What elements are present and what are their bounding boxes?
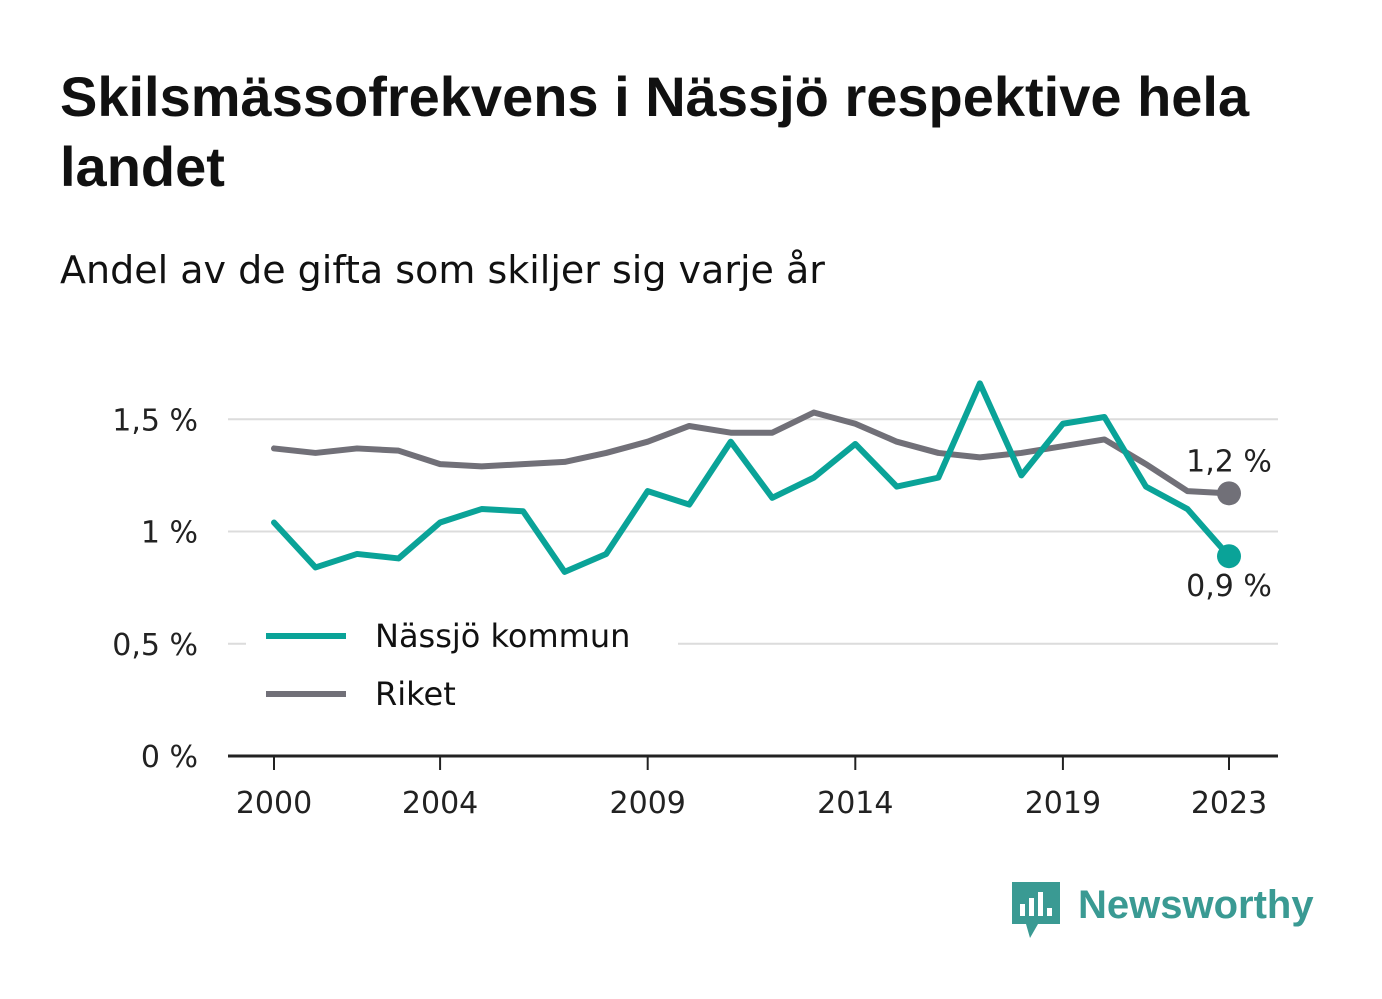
y-tick-label: 0,5 % xyxy=(112,628,198,663)
x-tick-label: 2019 xyxy=(1025,786,1101,821)
end-labels: 0,9 % 1,2 % xyxy=(1186,444,1272,604)
end-point-riket xyxy=(1217,481,1241,506)
newsworthy-logo-icon xyxy=(1012,882,1060,938)
newsworthy-logo: Newsworthy xyxy=(1012,882,1314,938)
legend-label: Nässjö kommun xyxy=(375,617,630,655)
series-line-riket xyxy=(271,409,1232,497)
series-line-nassjo-kommun xyxy=(271,380,1232,575)
x-tick-label: 2009 xyxy=(610,786,686,821)
series-lines xyxy=(271,380,1232,575)
x-tick-label: 2000 xyxy=(236,786,312,821)
end-point-nassjo-kommun xyxy=(1217,544,1241,569)
y-tick-label: 1,5 % xyxy=(112,403,198,438)
newsworthy-logo-text: Newsworthy xyxy=(1078,883,1314,927)
x-tick-label: 2023 xyxy=(1191,786,1267,821)
end-value-label: 0,9 % xyxy=(1186,569,1272,604)
legend: Nässjö kommun Riket xyxy=(246,606,678,726)
legend-background xyxy=(246,606,678,726)
y-tick-label: 1 % xyxy=(141,516,198,551)
chart-title: Skilsmässofrekvens i Nässjö respektive h… xyxy=(60,65,1250,198)
end-value-label: 1,2 % xyxy=(1186,444,1272,479)
y-axis-ticks: 0 % 0,5 % 1 % 1,5 % xyxy=(112,403,198,775)
x-axis: 2000 2004 2009 2014 2019 2023 xyxy=(228,754,1278,821)
y-tick-label: 0 % xyxy=(141,740,198,775)
x-tick-label: 2014 xyxy=(817,786,893,821)
chart-subtitle: Andel av de gifta som skiljer sig varje … xyxy=(60,248,825,292)
legend-label: Riket xyxy=(375,675,456,713)
x-tick-label: 2004 xyxy=(402,786,478,821)
